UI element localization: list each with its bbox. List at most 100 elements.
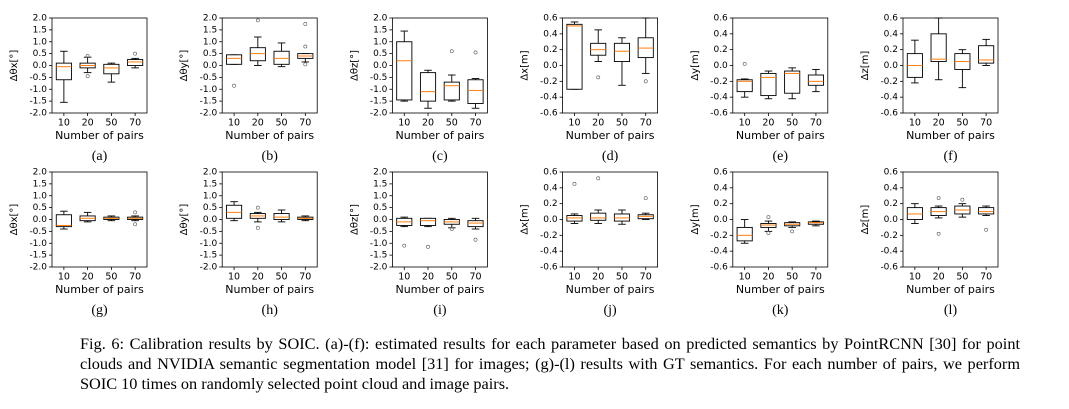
x-axis-label: Number of pairs <box>55 283 144 296</box>
flier <box>449 227 454 231</box>
y-tick-label: 1.5 <box>33 25 47 35</box>
x-tick-label: 70 <box>299 118 311 129</box>
flier <box>255 205 260 210</box>
y-tick-label: 0.2 <box>884 45 898 55</box>
y-tick-label: 2.0 <box>373 168 388 178</box>
y-tick-label: 0.6 <box>884 14 899 24</box>
x-tick-label: 20 <box>592 118 604 129</box>
y-axis-label: Δx[m] <box>520 204 531 234</box>
panel-label: (h) <box>262 303 279 318</box>
box <box>736 79 753 93</box>
flier <box>402 243 407 248</box>
y-tick-label: 0.4 <box>884 183 899 193</box>
x-tick-label: 70 <box>640 272 652 283</box>
y-tick-label: -0.2 <box>540 231 558 241</box>
caption: Fig. 6: Calibration results by SOIC. (a)… <box>80 334 1020 393</box>
box <box>103 63 120 75</box>
y-tick-label: -0.6 <box>710 109 728 119</box>
x-tick-label: 50 <box>105 272 117 283</box>
box <box>419 217 437 226</box>
y-tick-label: 2.0 <box>33 168 48 178</box>
y-tick-label: 0.0 <box>373 215 388 225</box>
x-tick-label: 10 <box>739 118 751 129</box>
y-tick-label: 1.5 <box>373 25 387 35</box>
y-tick-label: 0.5 <box>373 49 387 59</box>
flier <box>449 49 454 54</box>
y-tick-label: 0.2 <box>543 45 557 55</box>
x-tick-label: 70 <box>640 118 652 129</box>
y-tick-label: 2.0 <box>33 14 48 24</box>
x-tick-label: 50 <box>616 272 628 283</box>
x-tick-label: 20 <box>252 118 264 129</box>
y-tick-label: -2.0 <box>29 263 47 273</box>
panel-label: (k) <box>772 303 789 318</box>
y-tick-label: -1.0 <box>29 239 47 249</box>
x-tick-label: 20 <box>762 272 774 283</box>
plot-frame <box>221 17 318 114</box>
x-tick-label: 10 <box>568 272 580 283</box>
flier <box>596 75 601 80</box>
y-tick-label: 1.0 <box>373 37 388 47</box>
flier <box>85 74 90 79</box>
box <box>396 41 413 101</box>
y-tick-label: -1.5 <box>370 251 388 261</box>
box <box>443 81 460 101</box>
panel-label: (i) <box>433 303 447 318</box>
x-tick-label: 10 <box>228 118 240 129</box>
y-tick-label: 0.6 <box>543 14 558 24</box>
y-tick-label: 0.6 <box>713 168 728 178</box>
y-tick-label: 0.2 <box>884 199 898 209</box>
y-tick-label: 0.2 <box>543 199 557 209</box>
y-tick-label: -0.2 <box>710 77 728 87</box>
y-tick-label: -0.2 <box>880 77 898 87</box>
y-tick-label: 0.0 <box>713 61 728 71</box>
x-tick-label: 20 <box>762 118 774 129</box>
x-axis-label: Number of pairs <box>225 283 314 296</box>
y-tick-label: -0.5 <box>200 73 218 83</box>
y-tick-label: -1.5 <box>370 97 388 107</box>
box <box>760 72 777 97</box>
flier <box>572 181 577 186</box>
y-tick-label: 0.4 <box>884 29 899 39</box>
y-tick-label: -0.5 <box>29 227 47 237</box>
y-tick-label: -0.4 <box>540 247 558 257</box>
flier <box>643 79 648 84</box>
x-tick-label: 70 <box>299 272 311 283</box>
box <box>55 62 72 81</box>
y-tick-label: -0.2 <box>710 231 728 241</box>
plot-frame <box>732 17 829 114</box>
y-tick-label: 0.4 <box>713 29 728 39</box>
box <box>736 226 753 242</box>
flier <box>742 62 747 66</box>
x-tick-label: 10 <box>228 272 240 283</box>
y-tick-label: -0.6 <box>880 263 898 273</box>
x-axis-label: Number of pairs <box>906 129 995 142</box>
flier <box>303 22 308 26</box>
y-tick-label: 1.0 <box>373 191 388 201</box>
flier <box>303 62 308 67</box>
y-tick-label: 0.2 <box>713 199 727 209</box>
panel-label: (c) <box>432 149 448 164</box>
y-tick-label: -0.2 <box>540 77 558 87</box>
y-tick-label: 0.0 <box>33 61 48 71</box>
box <box>273 213 290 220</box>
x-tick-label: 10 <box>909 272 921 283</box>
y-tick-label: 1.0 <box>203 191 218 201</box>
flier <box>596 176 601 181</box>
y-tick-label: -0.5 <box>370 73 388 83</box>
panel-label: (l) <box>944 303 958 318</box>
box <box>590 212 607 221</box>
y-tick-label: 1.5 <box>203 179 217 189</box>
y-tick-label: -0.5 <box>200 227 218 237</box>
y-tick-label: -1.0 <box>200 85 218 95</box>
y-tick-label: -1.0 <box>370 85 388 95</box>
box <box>566 23 583 90</box>
box <box>467 79 484 104</box>
y-tick-label: 0.5 <box>33 49 47 59</box>
y-tick-label: -2.0 <box>370 109 388 119</box>
y-tick-label: -0.4 <box>710 247 728 257</box>
x-axis-label: Number of pairs <box>225 129 314 142</box>
x-tick-label: 20 <box>422 118 434 129</box>
x-tick-label: 10 <box>398 118 410 129</box>
y-tick-label: -2.0 <box>29 109 47 119</box>
